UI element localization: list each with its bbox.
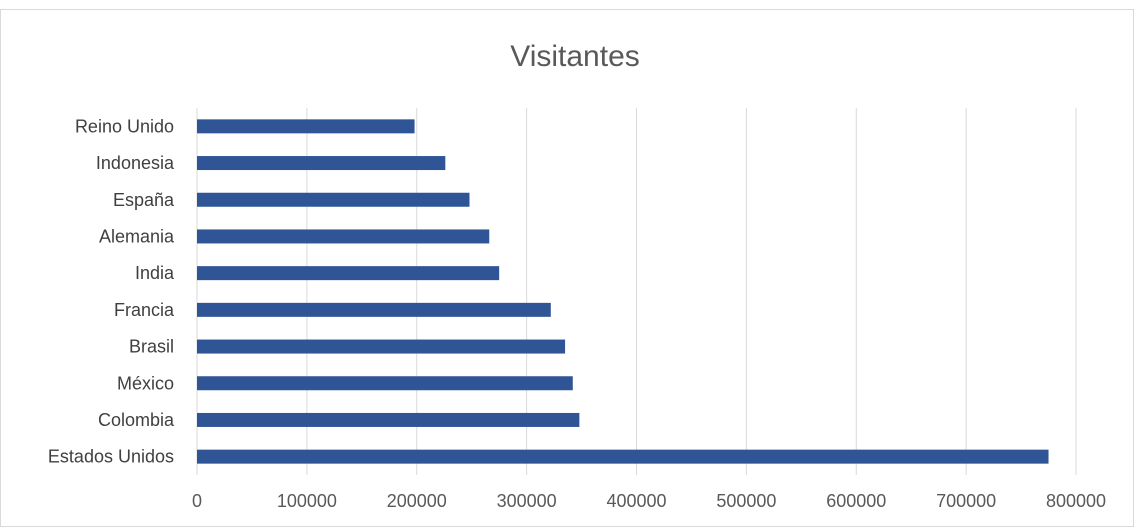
x-tick-label: 400000 (606, 491, 666, 511)
bar (197, 156, 446, 171)
x-tick-label: 0 (192, 491, 202, 511)
bar (197, 119, 415, 134)
category-label: México (117, 373, 174, 393)
bars (197, 119, 1049, 464)
category-labels: Estados Unidos Colombia México Brasil Franci… (48, 116, 175, 466)
category-label: Estados Unidos (48, 447, 174, 467)
x-tick-label: 200000 (387, 491, 447, 511)
bar (197, 229, 490, 244)
x-tick-label: 700000 (936, 491, 996, 511)
category-label: Brasil (129, 337, 174, 357)
x-tick-label: 100000 (277, 491, 337, 511)
bar (197, 302, 551, 317)
x-tick-label: 500000 (716, 491, 776, 511)
bar (197, 449, 1049, 464)
bar (197, 339, 566, 354)
bar (197, 412, 580, 427)
chart-title: Visitantes (510, 40, 640, 73)
x-tick-label: 300000 (497, 491, 557, 511)
x-axis-tick-labels: 0 100000 200000 300000 400000 500000 600000 700… (192, 491, 1106, 511)
bar (197, 192, 470, 207)
category-label: Colombia (98, 410, 175, 430)
category-label: Reino Unido (75, 116, 174, 136)
bar (197, 376, 573, 391)
chart-area (0, 9, 1134, 527)
category-label: Indonesia (96, 153, 175, 173)
x-tick-label: 800000 (1046, 491, 1106, 511)
bar (197, 266, 500, 281)
category-label: India (135, 263, 175, 283)
x-tick-label: 600000 (826, 491, 886, 511)
category-label: España (113, 190, 175, 210)
category-label: Alemania (99, 226, 175, 246)
category-label: Francia (114, 300, 175, 320)
